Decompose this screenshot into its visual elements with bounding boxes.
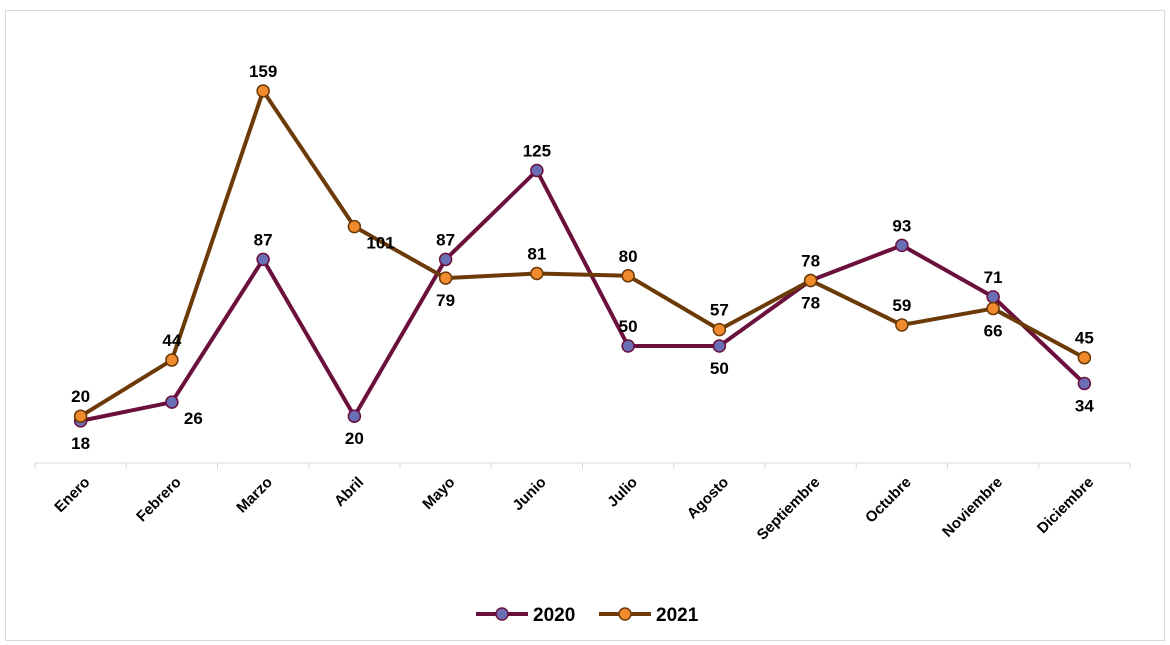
data-label-2021-febrero: 44 — [162, 331, 181, 350]
series-lines — [78, 88, 1087, 423]
data-label-2020-julio: 50 — [619, 317, 638, 336]
x-tick-label-diciembre: Diciembre — [1034, 474, 1097, 537]
point-marker-2021-junio — [530, 266, 544, 281]
data-label-2021-junio: 81 — [527, 244, 546, 263]
data-label-2021-agosto: 57 — [710, 301, 729, 320]
point-marker-2020-noviembre — [986, 290, 1000, 304]
x-tick-label-julio: Julio — [604, 474, 641, 511]
data-label-2021-enero: 20 — [71, 387, 90, 406]
point-marker-2021-diciembre — [1077, 350, 1092, 365]
data-labels: 18 26 87 20 87 125 50 50 78 93 71 34 20 44 159 101 79 81 8… — [71, 62, 1094, 453]
chart-area — [5, 10, 1165, 641]
x-tick-label-octubre: Octubre — [862, 474, 915, 527]
point-marker-2020-mayo — [438, 252, 453, 267]
point-marker-2020-marzo — [256, 252, 270, 267]
data-label-2021-abril: 101 — [366, 234, 394, 253]
data-label-2020-enero: 18 — [71, 434, 90, 453]
series-line-2021 — [78, 88, 1087, 419]
legend-label-2021: 2021 — [656, 605, 699, 626]
point-marker-2021-noviembre — [986, 301, 1000, 316]
x-tick-label-mayo: Mayo — [419, 474, 458, 513]
data-label-2021-noviembre: 66 — [984, 322, 1003, 341]
x-tick-label-abril: Abril — [331, 474, 367, 510]
x-tick-label-febrero: Febrero — [133, 474, 185, 526]
point-marker-2021-julio — [621, 269, 635, 283]
data-label-2020-marzo: 87 — [254, 230, 273, 249]
data-label-2021-octubre: 59 — [892, 296, 911, 315]
data-label-2021-diciembre: 45 — [1075, 329, 1094, 348]
data-label-2021-marzo: 159 — [249, 62, 277, 81]
x-tick-label-enero: Enero — [51, 474, 93, 516]
x-axis: Enero Febrero Marzo Abril Mayo Junio Julio Agos… — [34, 462, 1131, 544]
data-label-2020-noviembre: 71 — [984, 268, 1003, 287]
data-label-2020-septiembre: 78 — [801, 293, 820, 312]
legend-label-2020: 2020 — [533, 605, 575, 626]
point-marker-2020-junio — [530, 163, 544, 178]
legend: 2020 2021 — [476, 605, 699, 626]
data-label-2021-septiembre: 78 — [801, 251, 820, 270]
x-tick-label-noviembre: Noviembre — [939, 474, 1006, 541]
point-marker-2020-julio — [621, 339, 635, 353]
point-marker-2021-mayo — [438, 271, 453, 285]
point-marker-2021-febrero — [165, 353, 179, 367]
data-label-2020-junio: 125 — [523, 142, 551, 161]
data-label-2021-julio: 80 — [619, 247, 638, 266]
point-marker-2021-enero — [73, 409, 88, 423]
point-marker-2020-octubre — [895, 238, 909, 253]
point-marker-2021-septiembre — [803, 273, 818, 288]
series-markers — [73, 84, 1092, 428]
x-tick-label-agosto: Agosto — [684, 474, 733, 523]
data-label-2020-octubre: 93 — [892, 216, 911, 235]
data-label-2020-diciembre: 34 — [1075, 396, 1094, 415]
data-label-2020-agosto: 50 — [710, 359, 729, 378]
data-label-2020-febrero: 26 — [184, 409, 203, 428]
legend-marker-2020 — [495, 607, 509, 621]
series-line-2020 — [78, 168, 1087, 423]
point-marker-2021-marzo — [256, 84, 270, 98]
point-marker-2021-abril — [347, 219, 362, 234]
data-label-2020-abril: 20 — [345, 429, 364, 448]
x-tick-label-junio: Junio — [509, 474, 549, 514]
x-tick-label-marzo: Marzo — [233, 474, 276, 517]
point-marker-2021-agosto — [712, 322, 727, 337]
legend-marker-2021 — [618, 607, 632, 621]
point-marker-2020-febrero — [165, 395, 179, 409]
point-marker-2020-agosto — [712, 339, 727, 353]
point-marker-2020-diciembre — [1077, 376, 1092, 391]
data-label-2021-mayo: 79 — [436, 291, 455, 310]
point-marker-2020-abril — [347, 409, 362, 423]
x-tick-label-septiembre: Septiembre — [754, 474, 824, 544]
data-label-2020-mayo: 87 — [436, 230, 455, 249]
point-marker-2021-octubre — [895, 318, 909, 332]
